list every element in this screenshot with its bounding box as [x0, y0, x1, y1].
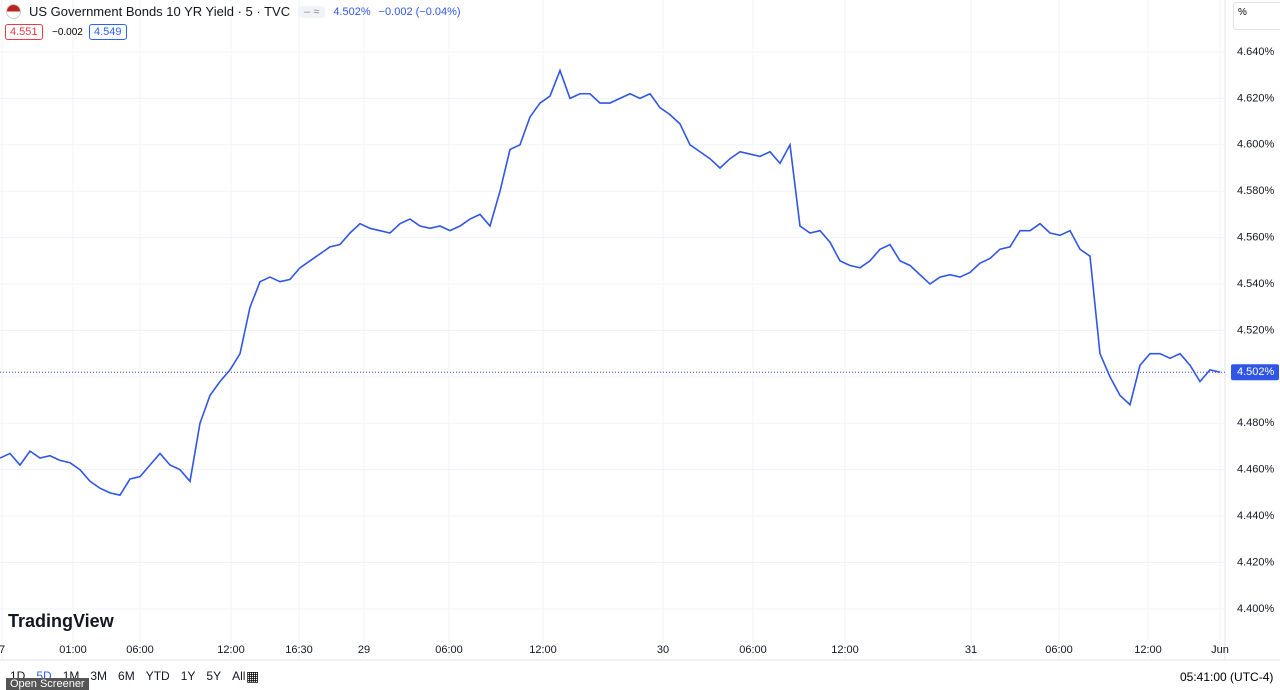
flag-icon — [6, 4, 21, 19]
tooltip: Open Screener — [6, 678, 89, 690]
header: US Government Bonds 10 YR Yield · 5 · TV… — [6, 4, 461, 19]
x-tick-label: 31 — [965, 644, 977, 656]
x-tick-label: Jun — [1211, 644, 1229, 656]
change: −0.002 (−0.04%) — [378, 5, 461, 18]
y-tick-label: 4.440% — [1237, 510, 1275, 522]
y-tick-label: 4.480% — [1237, 417, 1275, 429]
y-tick-label: 4.520% — [1237, 324, 1275, 336]
range-button[interactable]: YTD — [145, 669, 170, 683]
x-tick-label: 12:00 — [831, 644, 859, 656]
range-button[interactable]: 3M — [90, 669, 108, 683]
x-tick-label: 16:30 — [285, 644, 313, 656]
y-tick-label: 4.620% — [1237, 92, 1275, 104]
x-tick-label: 12:00 — [1134, 644, 1162, 656]
y-tick-label: 4.400% — [1237, 603, 1275, 615]
symbol-title: US Government Bonds 10 YR Yield · 5 · TV… — [29, 4, 291, 19]
calendar-icon[interactable]: ▦ — [246, 668, 260, 684]
spread: −0.002 — [52, 27, 83, 38]
range-button[interactable]: All — [232, 669, 246, 683]
range-button[interactable]: 6M — [118, 669, 135, 683]
x-tick-label: 06:00 — [1045, 644, 1073, 656]
x-tick-label: 06:00 — [739, 644, 767, 656]
price-line — [0, 68, 1221, 497]
toggle[interactable]: – ≈ — [298, 5, 326, 18]
last-price-box — [1231, 364, 1279, 381]
x-tick-label: 12:00 — [529, 644, 557, 656]
x-tick-label: 30 — [657, 644, 669, 656]
x-tick-label: 29 — [358, 644, 370, 656]
y-tick-label: 4.580% — [1237, 185, 1275, 197]
ask[interactable]: 4.549 — [89, 24, 127, 40]
y-tick-label: 4.640% — [1237, 46, 1275, 58]
x-tick-label: 12:00 — [217, 644, 245, 656]
x-tick-label: 7 — [0, 644, 5, 656]
time: 05:41:00 (UTC-4) — [1180, 670, 1274, 684]
last-price-label: 4.502% — [1237, 366, 1275, 378]
range-button[interactable]: 5Y — [206, 669, 222, 683]
unit[interactable]: % — [1233, 2, 1280, 30]
y-tick-label: 4.600% — [1237, 139, 1275, 151]
range-button[interactable]: 1Y — [180, 669, 196, 683]
x-tick-label: 06:00 — [126, 644, 154, 656]
y-tick-label: 4.420% — [1237, 556, 1275, 568]
y-tick-label: 4.560% — [1237, 232, 1275, 244]
x-tick-label: 06:00 — [435, 644, 463, 656]
logo: TradingView — [8, 611, 114, 631]
bid[interactable]: 4.551 — [5, 24, 43, 40]
y-tick-label: 4.460% — [1237, 464, 1275, 476]
price: 4.502% — [333, 5, 371, 18]
y-tick-label: 4.540% — [1237, 278, 1275, 290]
x-tick-label: 01:00 — [59, 644, 87, 656]
